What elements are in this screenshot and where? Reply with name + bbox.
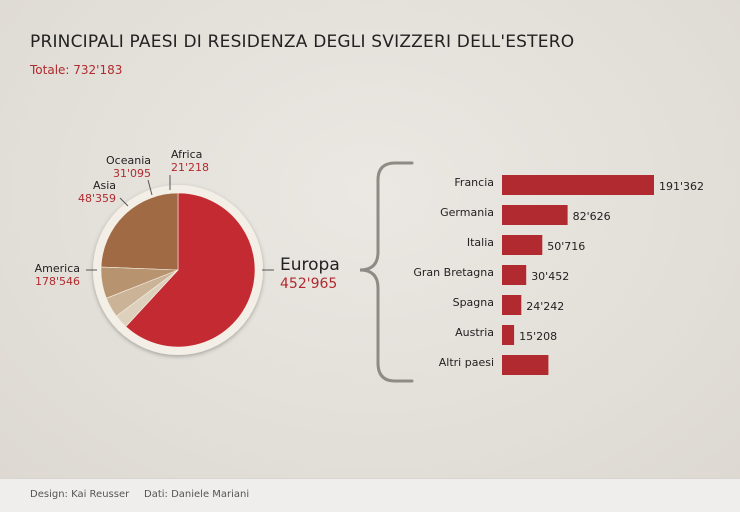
bar-value-francia: 191'362 xyxy=(659,180,704,193)
bar-category-italia: Italia xyxy=(467,236,494,249)
bar-francia xyxy=(502,175,654,195)
europe-brace xyxy=(359,161,414,383)
bar-value-gran-bretagna: 30'452 xyxy=(531,270,569,283)
pie-label-africa: Africa xyxy=(171,148,202,161)
bar-category-spagna: Spagna xyxy=(453,296,494,309)
bar-italia xyxy=(502,235,543,255)
bar-altri-paesi xyxy=(502,355,549,375)
pie-value-africa: 21'218 xyxy=(171,161,209,174)
bar-category-germania: Germania xyxy=(440,206,494,219)
pie-leader-asia xyxy=(119,197,129,207)
pie-value-europa: 452'965 xyxy=(280,276,337,292)
bar-value-spagna: 24'242 xyxy=(526,300,564,313)
pie-value-asia: 48'359 xyxy=(78,192,116,205)
chart-title: PRINCIPALI PAESI DI RESIDENZA DEGLI SVIZ… xyxy=(30,32,575,52)
design-credit: Design: Kai Reusser xyxy=(30,489,130,500)
bar-spagna xyxy=(502,295,522,315)
bar-austria xyxy=(502,325,515,345)
bar-category-gran-bretagna: Gran Bretagna xyxy=(413,266,494,279)
bar-value-germania: 82'626 xyxy=(573,210,611,223)
bar-category-austria: Austria xyxy=(455,326,494,339)
bar-category-altri-paesi: Altri paesi xyxy=(439,356,494,369)
bar-value-austria: 15'208 xyxy=(519,330,557,343)
pie-label-oceania: Oceania xyxy=(106,154,151,167)
bar-value-italia: 50'716 xyxy=(547,240,585,253)
bar-germania xyxy=(502,205,568,225)
pie-label-asia: Asia xyxy=(93,179,116,192)
pie-slice-europa xyxy=(125,192,256,348)
total-label: Totale: 732'183 xyxy=(30,63,123,77)
pie-value-oceania: 31'095 xyxy=(113,167,151,180)
footer: Design: Kai Reusser Dati: Daniele Marian… xyxy=(0,478,740,512)
pie-value-america: 178'546 xyxy=(35,275,80,288)
bar-category-francia: Francia xyxy=(454,176,494,189)
pie-slice-africa xyxy=(115,269,179,328)
bar-gran-bretagna xyxy=(502,265,527,285)
pie-label-america: America xyxy=(35,262,80,275)
data-credit: Dati: Daniele Mariani xyxy=(144,489,250,500)
pie-leader-oceania xyxy=(147,179,153,196)
pie-label-europa: Europa xyxy=(280,255,340,275)
pie-slice-america xyxy=(100,192,179,271)
